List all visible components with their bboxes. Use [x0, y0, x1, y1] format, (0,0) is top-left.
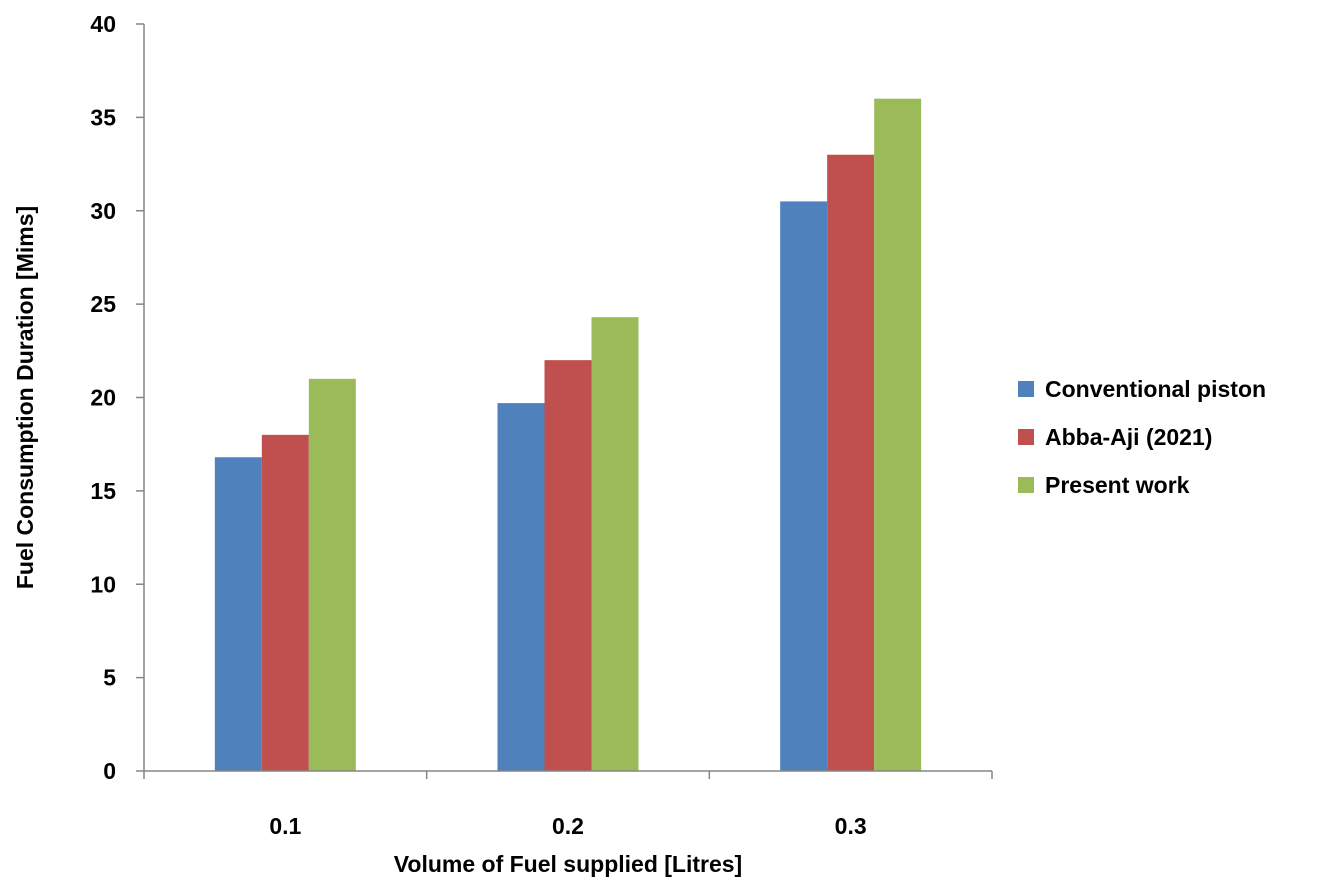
y-tick-label: 5 [103, 665, 116, 691]
legend-label: Present work [1045, 472, 1190, 498]
legend-swatch [1018, 429, 1034, 445]
y-tick-label: 40 [90, 11, 116, 37]
y-tick-label: 20 [90, 385, 116, 411]
legend-swatch [1018, 381, 1034, 397]
bar-present-work-0-2 [591, 317, 639, 771]
legend-label: Abba-Aji (2021) [1045, 424, 1212, 450]
legend-label: Conventional piston [1045, 376, 1266, 402]
bar-conventional-piston-0-1 [214, 457, 262, 771]
y-tick-label: 15 [90, 478, 116, 504]
x-tick-label: 0.2 [552, 813, 584, 839]
x-tick-label: 0.1 [269, 813, 301, 839]
bar-conventional-piston-0-3 [780, 201, 828, 772]
legend: Conventional piston Abba-Aji (2021) Presen… [1018, 376, 1266, 498]
legend-swatch [1018, 477, 1034, 493]
x-axis-ticks: 0.1 0.2 0.3 [143, 771, 993, 839]
y-axis-ticks: 0 5 10 15 20 25 30 35 40 [90, 11, 144, 784]
y-tick-label: 0 [103, 758, 116, 784]
x-axis-title: Volume of Fuel supplied [Litres] [394, 851, 742, 877]
x-tick-label: 0.3 [835, 813, 867, 839]
bar-abba-aji-2021-0-1 [261, 434, 309, 771]
bar-abba-aji-2021-0-3 [827, 154, 875, 772]
bar-conventional-piston-0-2 [497, 403, 545, 771]
y-tick-label: 10 [90, 571, 116, 597]
y-axis-title: Fuel Consumption Duration [Mims] [12, 206, 38, 589]
bar-abba-aji-2021-0-2 [544, 360, 592, 771]
y-tick-label: 30 [90, 198, 116, 224]
y-tick-label: 35 [90, 104, 116, 130]
y-tick-label: 25 [90, 291, 116, 317]
bars-group [214, 98, 922, 772]
bar-present-work-0-1 [308, 378, 356, 771]
bar-present-work-0-3 [874, 98, 922, 771]
